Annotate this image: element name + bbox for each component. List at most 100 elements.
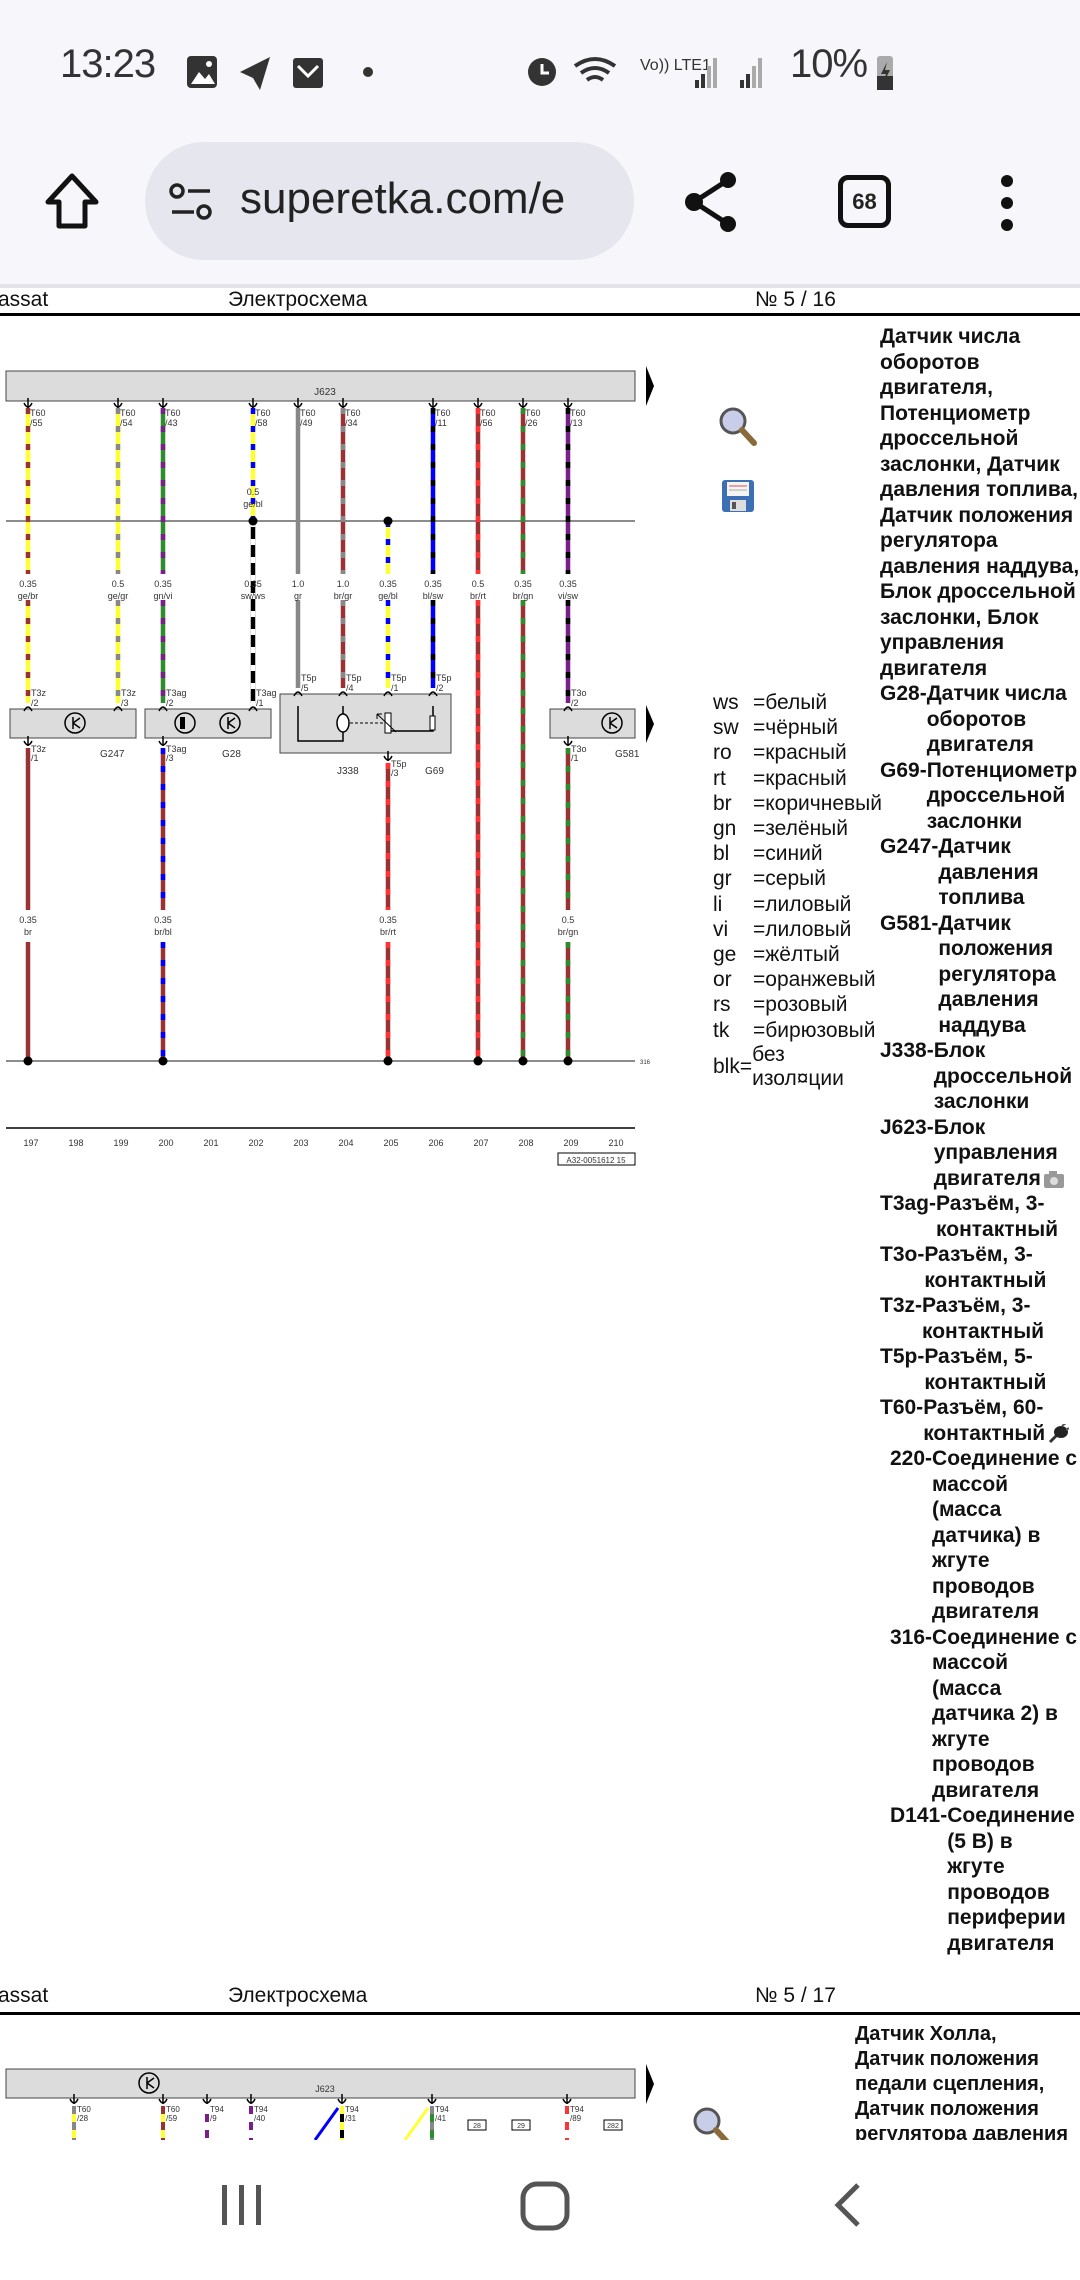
page-number: № 5 / 16	[755, 288, 836, 311]
wiring-diagram[interactable]: J623 316 G247 G28 J338 G69 G581 T60/55 0.35 ge/br…	[0, 0, 660, 1180]
legend-row: vi =лиловый	[713, 917, 882, 942]
wire-color-code: br/gn	[558, 927, 579, 937]
component-description: контактный	[924, 1268, 1047, 1292]
column-number: 208	[518, 1138, 533, 1148]
ground-ref-label: 282	[607, 2123, 619, 2130]
address-bar[interactable]	[145, 142, 634, 260]
component-entry: T5p- Разъём, 5- контактный	[880, 1344, 1080, 1395]
j623-label: J623	[314, 387, 336, 398]
connector-pin-icon	[427, 2094, 437, 2104]
connector-pin-icon	[338, 398, 348, 408]
legend-row: gn =зелёный	[713, 816, 882, 841]
legend-row: br =коричневый	[713, 791, 882, 816]
title-line: двигателя	[880, 656, 988, 680]
wire-size: 0.35	[379, 915, 397, 925]
color-code: ge	[713, 943, 737, 967]
pin-label: T3ag	[166, 688, 187, 698]
connector-pin-icon	[428, 691, 438, 697]
continue-right-arrow-icon[interactable]	[646, 366, 654, 406]
pin-label: /34	[345, 418, 358, 428]
color-name: =бирюзовый	[753, 1018, 876, 1042]
j623-control-unit-bar[interactable]	[5, 370, 636, 402]
component-description: заслонки	[926, 809, 1023, 833]
connector-pin-icon	[23, 736, 33, 746]
color-code: sw	[713, 716, 739, 740]
ground-dot	[23, 1056, 33, 1066]
wiring-diagram-2[interactable]: J623T60/28T60/59T94/9T94/40T94/31T94/41T…	[0, 0, 660, 2140]
resistor-icon	[429, 715, 436, 731]
j623-control-unit-bar-2[interactable]	[5, 2068, 636, 2099]
component-entry: 316- Соединение с массой (масса датчика 2) в…	[880, 1625, 1080, 1804]
wire-color-code: sw/ws	[241, 591, 266, 601]
pin-label: /28	[77, 2114, 89, 2123]
color-name: =коричневый	[753, 791, 882, 815]
column-number: 199	[113, 1138, 128, 1148]
site-settings-icon[interactable]	[168, 182, 216, 222]
navigation-bar	[0, 2140, 1080, 2280]
component-entry: G28- Датчик числа оборотов двигателя	[880, 681, 1080, 758]
component-label: G28	[222, 749, 241, 760]
recent-apps-button[interactable]	[220, 2183, 264, 2227]
color-code: or	[713, 968, 732, 992]
signal-icon	[695, 58, 717, 88]
back-button[interactable]	[830, 2183, 866, 2227]
more-menu-icon[interactable]	[995, 175, 1019, 231]
color-code: tk	[713, 1018, 730, 1042]
url-text[interactable]: superetka.com/e	[240, 174, 566, 223]
pin-label: /5	[301, 683, 309, 693]
ground-dot	[383, 1056, 393, 1066]
component-description: оборотов	[926, 707, 1027, 731]
component-label: G247	[100, 749, 125, 760]
component-description: (масса	[932, 1498, 1002, 1521]
component-code: G69-	[880, 758, 927, 782]
header-rule-2	[0, 2012, 1080, 2015]
pin-label: T3ag	[256, 688, 277, 698]
zoom-icon[interactable]	[716, 405, 760, 449]
connector-pin-icon	[383, 691, 393, 697]
g247-sensor-icon	[64, 712, 86, 734]
component-description: Разъём, 3-	[924, 1243, 1033, 1266]
pin-label: /1	[256, 698, 264, 708]
plug-icon[interactable]	[1047, 1423, 1070, 1444]
save-icon[interactable]	[720, 478, 756, 514]
component-description: Датчик	[938, 911, 1011, 935]
ground-ref-box	[603, 2119, 623, 2131]
ground-label: 316	[640, 1060, 651, 1066]
color-code: gn	[713, 817, 737, 841]
camera-icon[interactable]	[1043, 1169, 1065, 1189]
component-description: регулятора	[938, 962, 1056, 986]
component-code: D141-	[890, 1804, 948, 1827]
ground-dot	[518, 1056, 528, 1066]
pin-label: T5p	[301, 673, 317, 683]
home-button[interactable]	[520, 2181, 570, 2231]
pin-label: T5p	[391, 759, 407, 769]
title-line: давления наддува,	[880, 554, 1080, 578]
component-description: массой	[932, 1651, 1009, 1674]
color-code: vi	[713, 917, 729, 941]
g581-box[interactable]	[549, 708, 636, 739]
status-time: 13:23	[60, 42, 156, 86]
color-name: =розовый	[753, 993, 848, 1017]
component-code: T3z-	[880, 1294, 922, 1317]
pin-label: /31	[345, 2114, 357, 2123]
pin-label: /43	[165, 418, 178, 428]
junction-dot	[383, 516, 393, 526]
continue-right-arrow-icon-2[interactable]	[646, 705, 654, 743]
connector-pin-icon	[518, 398, 528, 408]
component-description: жгуте	[932, 1727, 990, 1751]
pin-label: T5p	[346, 673, 362, 683]
connector-pin-icon	[248, 706, 258, 712]
title-line: регулятора	[880, 529, 998, 552]
header-rule	[0, 313, 1080, 316]
pin-label: /3	[121, 698, 129, 708]
ground-ref-box	[467, 2119, 487, 2131]
junction-dot	[248, 516, 258, 526]
share-icon[interactable]	[682, 170, 746, 234]
pin-label: T3ag	[166, 744, 187, 754]
pin-label: /58	[255, 418, 268, 428]
g28-box[interactable]	[144, 708, 272, 739]
color-name: =синий	[753, 842, 823, 866]
tab-switcher-button[interactable]: 68	[838, 175, 891, 228]
home-icon[interactable]	[40, 170, 104, 234]
potentiometer-icon	[384, 712, 392, 734]
